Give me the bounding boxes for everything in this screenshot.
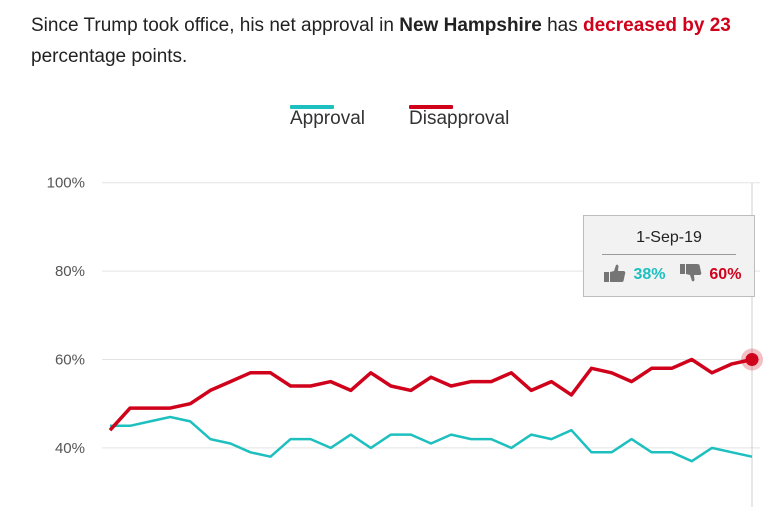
legend-swatch-disapproval xyxy=(409,105,453,109)
thumbs-down-icon xyxy=(679,264,706,283)
legend-item-approval[interactable]: Approval xyxy=(290,105,365,130)
headline-change: decreased by 23 xyxy=(583,15,731,36)
legend-item-disapproval[interactable]: Disapproval xyxy=(409,105,510,130)
tooltip-disapproval-value: 60% xyxy=(709,266,742,283)
tooltip-approval-value: 38% xyxy=(633,266,666,283)
headline-suffix: percentage points. xyxy=(31,46,188,67)
series-line-disapproval[interactable] xyxy=(108,357,753,432)
thumbs-up-icon xyxy=(604,264,630,283)
y-tick-label-60: 60% xyxy=(55,352,85,369)
tooltip: 1-Sep-19 38% 60% xyxy=(583,215,755,297)
headline-prefix: Since Trump took office, his net approva… xyxy=(31,15,400,36)
tooltip-date: 1-Sep-19 xyxy=(636,229,702,246)
legend-swatch-approval xyxy=(290,105,334,109)
y-tick-label-100: 100% xyxy=(47,175,85,192)
y-axis-labels: 100% 80% 60% 40% xyxy=(47,175,85,457)
grid xyxy=(102,182,760,449)
headline: Since Trump took office, his net approva… xyxy=(31,10,766,72)
series-line-approval[interactable] xyxy=(110,415,753,463)
legend-label-approval: Approval xyxy=(290,108,365,129)
y-tick-label-80: 80% xyxy=(55,263,85,280)
tooltip-divider xyxy=(602,254,736,255)
tooltip-values: 38% 60% xyxy=(604,264,741,284)
headline-middle: has xyxy=(541,15,583,36)
highlight-point[interactable] xyxy=(745,353,759,366)
y-tick-label-40: 40% xyxy=(55,440,85,457)
headline-state: New Hampshire xyxy=(399,15,542,36)
legend-label-disapproval: Disapproval xyxy=(409,108,510,129)
